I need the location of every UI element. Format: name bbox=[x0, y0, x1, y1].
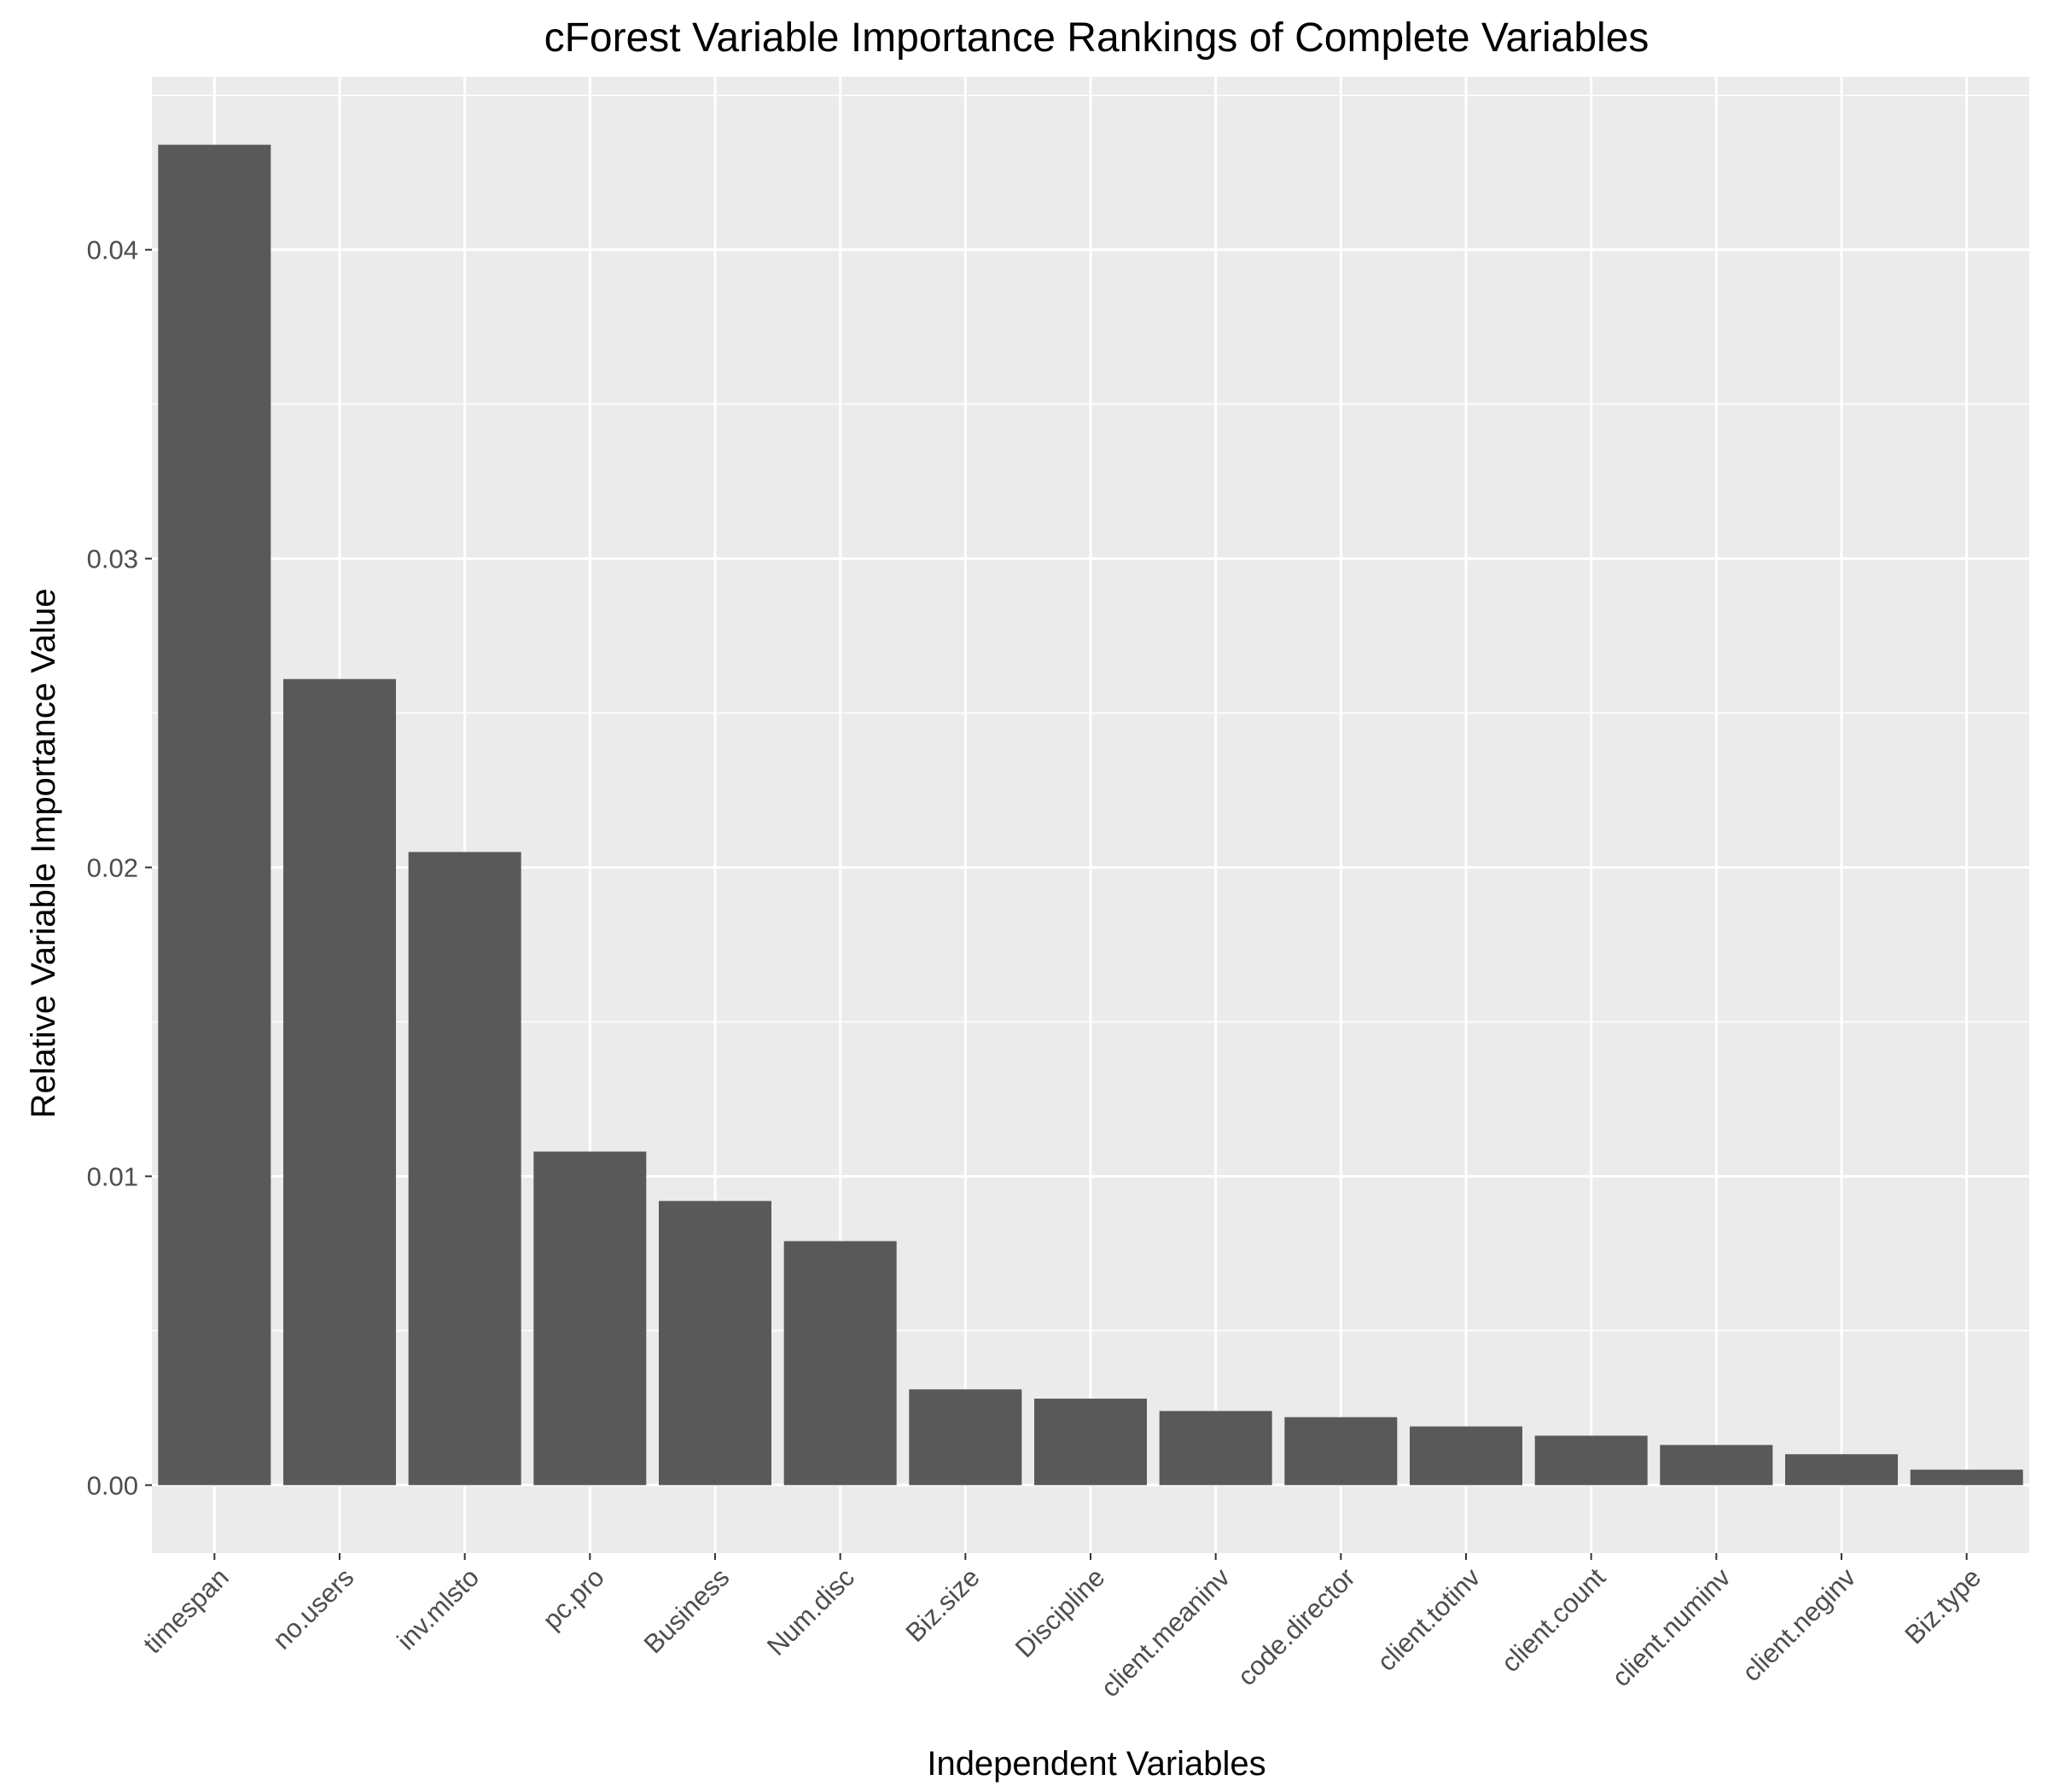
x-tick-label: client.count bbox=[1495, 1562, 1611, 1678]
y-axis: 0.00 0.01 0.02 0.03 0.04 bbox=[87, 236, 152, 1500]
x-tick-label: client.numinv bbox=[1606, 1562, 1737, 1692]
bar-Biz.size bbox=[909, 1389, 1022, 1486]
y-tick-label: 0.01 bbox=[87, 1161, 138, 1191]
chart-title: cForest Variable Importance Rankings of … bbox=[544, 15, 1649, 61]
x-axis: timespan no.users inv.mlsto pc.pro Business N… bbox=[137, 1553, 1987, 1703]
x-tick-label: Biz.size bbox=[899, 1562, 985, 1648]
y-tick-label: 0.03 bbox=[87, 544, 138, 574]
bar-timespan bbox=[158, 144, 271, 1486]
bar-client.numinv bbox=[1660, 1445, 1773, 1486]
bar-no.users bbox=[283, 678, 396, 1486]
bar-Num.disc bbox=[783, 1241, 897, 1486]
bar-client.count bbox=[1534, 1435, 1648, 1486]
bar-client.meaninv bbox=[1159, 1411, 1272, 1486]
bars bbox=[158, 144, 2023, 1486]
bar-client.totinv bbox=[1410, 1426, 1522, 1486]
bar-code.director bbox=[1284, 1417, 1398, 1486]
y-tick-label: 0.00 bbox=[87, 1470, 138, 1500]
y-tick-label: 0.04 bbox=[87, 236, 138, 265]
x-tick-label: Biz.type bbox=[1899, 1562, 1987, 1650]
x-tick-label: code.director bbox=[1231, 1562, 1360, 1691]
x-tick-label: pc.pro bbox=[537, 1562, 610, 1636]
x-tick-label: Discipline bbox=[1009, 1562, 1111, 1664]
x-tick-label: client.neginv bbox=[1737, 1562, 1862, 1687]
bar-Biz.type bbox=[1910, 1469, 2023, 1486]
x-tick-label: timespan bbox=[137, 1562, 235, 1660]
y-axis-title: Relative Variable Importance Value bbox=[25, 588, 62, 1118]
bar-Business bbox=[659, 1201, 771, 1486]
bar-client.neginv bbox=[1785, 1454, 1898, 1486]
x-tick-label: client.totinv bbox=[1371, 1562, 1487, 1677]
y-tick-label: 0.02 bbox=[87, 853, 138, 883]
x-tick-label: inv.mlsto bbox=[391, 1562, 485, 1656]
bar-Discipline bbox=[1034, 1399, 1147, 1486]
x-tick-label: client.meaninv bbox=[1095, 1562, 1236, 1702]
bar-pc.pro bbox=[533, 1151, 647, 1486]
x-tick-label: Business bbox=[638, 1562, 736, 1660]
x-tick-label: Num.disc bbox=[761, 1562, 860, 1661]
x-tick-label: no.users bbox=[267, 1562, 360, 1655]
bar-inv.mlsto bbox=[408, 852, 521, 1486]
x-axis-title: Independent Variables bbox=[927, 1745, 1265, 1783]
